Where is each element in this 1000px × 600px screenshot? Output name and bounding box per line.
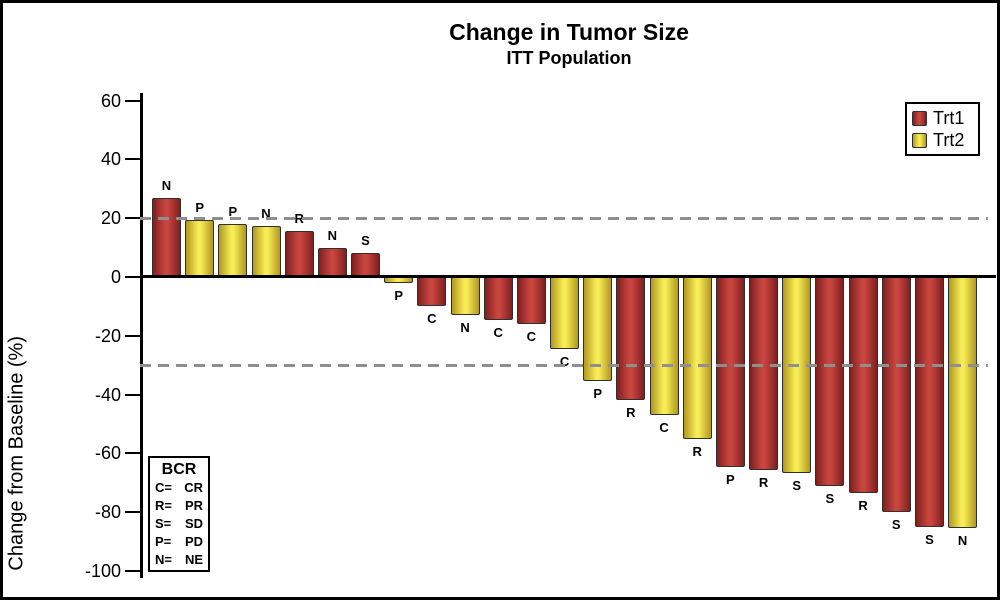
y-tick [125, 334, 140, 337]
y-tick-label: -80 [94, 502, 121, 523]
bar-trt2-S [782, 277, 812, 473]
bcr-legend-box: BCR C= CR R= PR S= SD P= PD N= NE [148, 456, 210, 572]
bar-trt2-P [185, 219, 215, 277]
bar-response-letter: S [361, 233, 370, 249]
bar-trt1-S [815, 277, 845, 486]
zero-baseline [140, 275, 996, 278]
bar-response-letter: C [659, 420, 669, 436]
bcr-code: C= [155, 480, 172, 495]
y-tick-label: -60 [94, 443, 121, 464]
y-tick [125, 393, 140, 396]
bar-response-letter: P [195, 199, 204, 215]
chart-title: Change in Tumor Size [449, 19, 689, 45]
bar-response-letter: P [726, 471, 735, 487]
bcr-code: N= [155, 552, 172, 567]
y-tick [125, 570, 140, 572]
bar-response-letter: R [692, 443, 702, 459]
bar-response-letter: C [526, 329, 537, 345]
y-tick-label: -20 [94, 325, 121, 346]
reference-line [140, 363, 988, 367]
bar-trt1-S [881, 277, 911, 513]
y-tick [125, 217, 140, 220]
bar-trt2-N [948, 277, 978, 529]
bar-trt2-R [682, 277, 712, 439]
y-tick-label: 40 [100, 149, 121, 170]
bar-trt1-P [715, 277, 745, 467]
bcr-rows: C= CR R= PR S= SD P= PD N= NE [155, 479, 203, 569]
bcr-row: S= SD [155, 515, 203, 533]
bar-response-letter: N [261, 205, 271, 221]
bcr-code: R= [155, 498, 172, 513]
bcr-meaning: SD [184, 516, 203, 531]
y-tick-label: -100 [84, 561, 121, 581]
y-axis-line [140, 93, 143, 578]
y-tick [125, 158, 140, 161]
bar-trt1-R [749, 277, 779, 470]
bar-response-letter: S [825, 490, 835, 506]
bar-trt2-C [550, 277, 580, 350]
y-tick-label: -40 [94, 384, 121, 405]
legend-swatch-trt1 [912, 110, 927, 126]
y-tick-label: 20 [100, 208, 121, 229]
bar-response-letter: P [394, 287, 404, 303]
bar-trt1-R [616, 277, 646, 401]
bcr-title: BCR [161, 461, 197, 478]
bar-trt2-N [450, 277, 480, 316]
bar-trt1-N [152, 197, 181, 277]
chart-subtitle: ITT Population [506, 48, 632, 68]
bcr-meaning: NE [184, 552, 203, 567]
legend-item-trt1: Trt1 [912, 109, 978, 127]
legend-item-trt2: Trt2 [912, 131, 978, 149]
bcr-row: P= PD [155, 533, 203, 551]
bar-trt1-N [317, 247, 347, 277]
bcr-meaning: PR [184, 498, 203, 513]
legend: Trt1 Trt2 [905, 102, 980, 156]
bar-trt2-N [251, 225, 281, 277]
legend-label: Trt1 [933, 108, 965, 128]
bar-response-letter: P [593, 386, 603, 402]
bcr-code: S= [155, 516, 172, 531]
bar-trt1-S [351, 253, 381, 277]
bar-trt1-C [483, 277, 513, 320]
bar-response-letter: C [493, 324, 503, 340]
bcr-row: C= CR [155, 479, 203, 497]
bar-response-letter: S [891, 517, 901, 533]
bar-trt1-C [516, 277, 546, 325]
bcr-meaning: CR [184, 480, 203, 495]
bcr-row: N= NE [155, 551, 203, 569]
y-tick-label: 60 [100, 90, 121, 111]
bcr-meaning: PD [184, 534, 203, 549]
bar-response-letter: S [925, 531, 934, 547]
legend-label: Trt2 [933, 130, 965, 150]
bar-trt1-R [848, 277, 878, 494]
bar-trt2-P [218, 224, 248, 277]
y-tick [125, 99, 140, 102]
bar-response-letter: P [228, 204, 238, 220]
reference-line [140, 216, 988, 220]
bar-response-letter: N [327, 227, 338, 243]
bar-trt1-C [417, 277, 447, 307]
bar-trt1-R [284, 231, 314, 277]
y-tick [125, 511, 140, 514]
bar-response-letter: N [957, 533, 968, 549]
bar-response-letter: S [792, 477, 802, 493]
bar-trt1-S [914, 277, 944, 527]
y-tick [125, 452, 140, 455]
legend-swatch-trt2 [912, 132, 927, 148]
bar-trt2-C [649, 277, 679, 416]
y-tick-label: 0 [110, 267, 121, 287]
bar-response-letter: R [626, 405, 636, 421]
bcr-row: R= PR [155, 497, 203, 515]
bar-response-letter: R [858, 498, 868, 514]
bar-response-letter: C [427, 311, 437, 327]
bar-response-letter: C [559, 354, 570, 370]
y-tick [125, 276, 140, 278]
bar-response-letter: N [460, 320, 470, 336]
bcr-code: P= [155, 534, 172, 549]
bar-response-letter: N [161, 177, 172, 193]
bar-response-letter: R [758, 474, 769, 490]
